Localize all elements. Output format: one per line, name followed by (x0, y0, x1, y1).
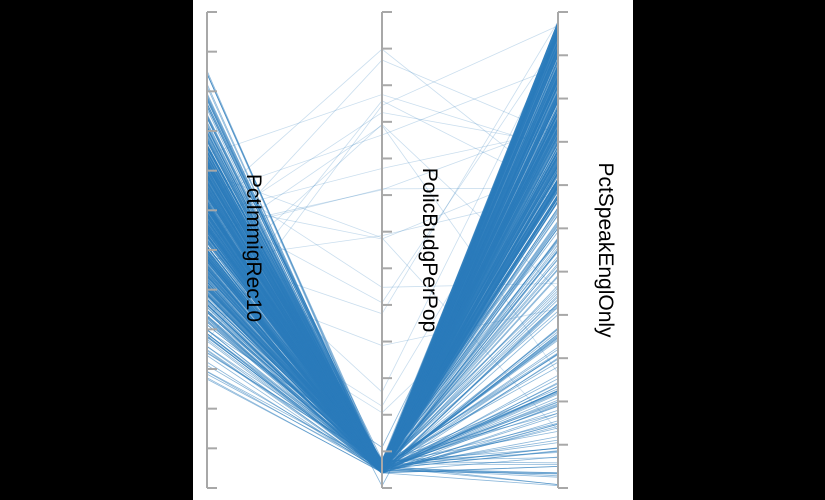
axis-label: PctSpeakEnglOnly (594, 162, 617, 338)
axis-labels-group: PctImmigRec10 PolicBudgPerPop PctSpeakEngl… (242, 162, 617, 338)
plot-panel: PctImmigRec10 PolicBudgPerPop PctSpeakEngl… (193, 0, 633, 500)
axis-label: PctImmigRec10 (242, 174, 265, 322)
axis-label: PolicBudgPerPop (418, 168, 441, 333)
axes-group (206, 11, 568, 489)
parallel-coordinates-plot: PctImmigRec10 PolicBudgPerPop PctSpeakEngl… (206, 11, 617, 489)
